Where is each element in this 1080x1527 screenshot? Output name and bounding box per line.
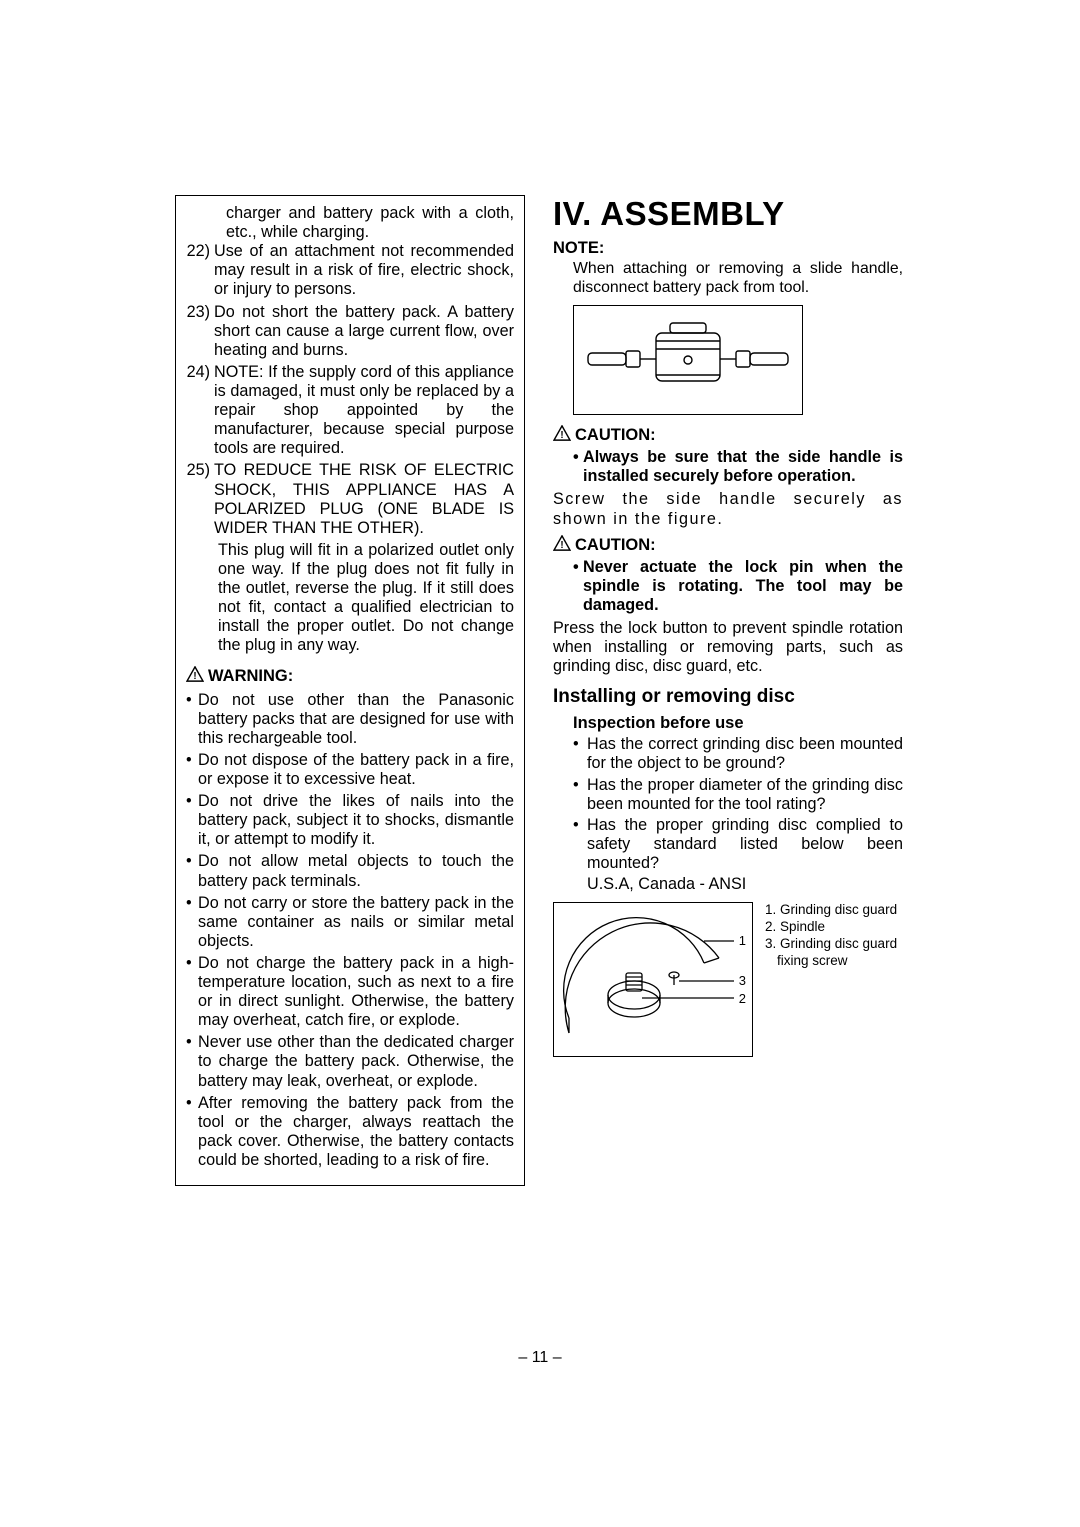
list-item-24: 24) NOTE: If the supply cord of this app…: [186, 363, 514, 459]
list-item-22: 22) Use of an attachment not recommended…: [186, 242, 514, 299]
callout-2: 2: [739, 991, 746, 1006]
warning-bullet: •Do not allow metal objects to touch the…: [186, 852, 514, 890]
legend-item: 2. Spindle: [765, 919, 903, 936]
caution-icon: !: [553, 425, 571, 446]
page-number: – 11 –: [0, 1349, 1080, 1367]
left-column-box: charger and battery pack with a cloth, e…: [175, 195, 525, 1186]
right-column: IV. ASSEMBLY NOTE: When attaching or rem…: [553, 195, 903, 1186]
section-title-assembly: IV. ASSEMBLY: [553, 195, 903, 233]
inspection-sub: U.S.A, Canada - ANSI: [587, 875, 903, 894]
inspection-heading: Inspection before use: [573, 714, 903, 733]
note-heading: NOTE:: [553, 239, 903, 258]
inspection-item: •Has the proper diameter of the grinding…: [573, 776, 903, 814]
warning-bullet: •Do not carry or store the battery pack …: [186, 894, 514, 951]
continuation-text: charger and battery pack with a cloth, e…: [226, 204, 514, 242]
warning-bullet: •Do not use other than the Panasonic bat…: [186, 691, 514, 748]
warning-heading: ! WARNING:: [186, 666, 514, 687]
svg-text:!: !: [560, 540, 563, 551]
callout-3: 3: [739, 973, 746, 988]
callout-1: 1: [739, 933, 746, 948]
caution-body-1: •Always be sure that the side handle is …: [573, 448, 903, 486]
inspection-item: •Has the correct grinding disc been moun…: [573, 735, 903, 773]
list-item-23: 23) Do not short the battery pack. A bat…: [186, 303, 514, 360]
caution-heading-2: ! CAUTION:: [553, 535, 903, 556]
body-text-2: Press the lock button to prevent spindle…: [553, 619, 903, 676]
list-item-25-continuation: This plug will fit in a polarized outlet…: [218, 541, 514, 656]
warning-bullet: •Do not drive the likes of nails into th…: [186, 792, 514, 849]
caution-body-2: •Never actuate the lock pin when the spi…: [573, 558, 903, 615]
svg-text:!: !: [193, 670, 196, 681]
svg-text:!: !: [560, 430, 563, 441]
figure-disc-guard: 1 3 2: [553, 902, 753, 1057]
warning-bullet: •Do not charge the battery pack in a hig…: [186, 954, 514, 1030]
caution-heading-1: ! CAUTION:: [553, 425, 903, 446]
warning-bullet: •Never use other than the dedicated char…: [186, 1033, 514, 1090]
legend-item: 3. Grinding disc guard fixing screw: [777, 936, 903, 970]
body-text-1: Screw the side handle securely as shown …: [553, 490, 903, 528]
subheading-installing: Installing or removing disc: [553, 686, 903, 708]
warning-bullet: •After removing the battery pack from th…: [186, 1094, 514, 1170]
note-body: When attaching or removing a slide handl…: [573, 260, 903, 297]
figure-handle-illustration: [573, 305, 803, 415]
figure-legend: 1. Grinding disc guard 2. Spindle 3. Gri…: [765, 902, 903, 970]
caution-icon: !: [553, 535, 571, 556]
warning-icon: !: [186, 666, 204, 687]
legend-item: 1. Grinding disc guard: [777, 902, 903, 919]
list-item-25: 25) TO REDUCE THE RISK OF ELECTRIC SHOCK…: [186, 461, 514, 537]
inspection-item: •Has the proper grinding disc complied t…: [573, 816, 903, 873]
warning-bullet: •Do not dispose of the battery pack in a…: [186, 751, 514, 789]
